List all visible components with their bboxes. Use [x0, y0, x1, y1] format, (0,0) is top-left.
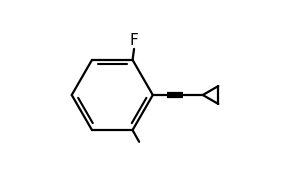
Text: F: F: [130, 33, 138, 48]
